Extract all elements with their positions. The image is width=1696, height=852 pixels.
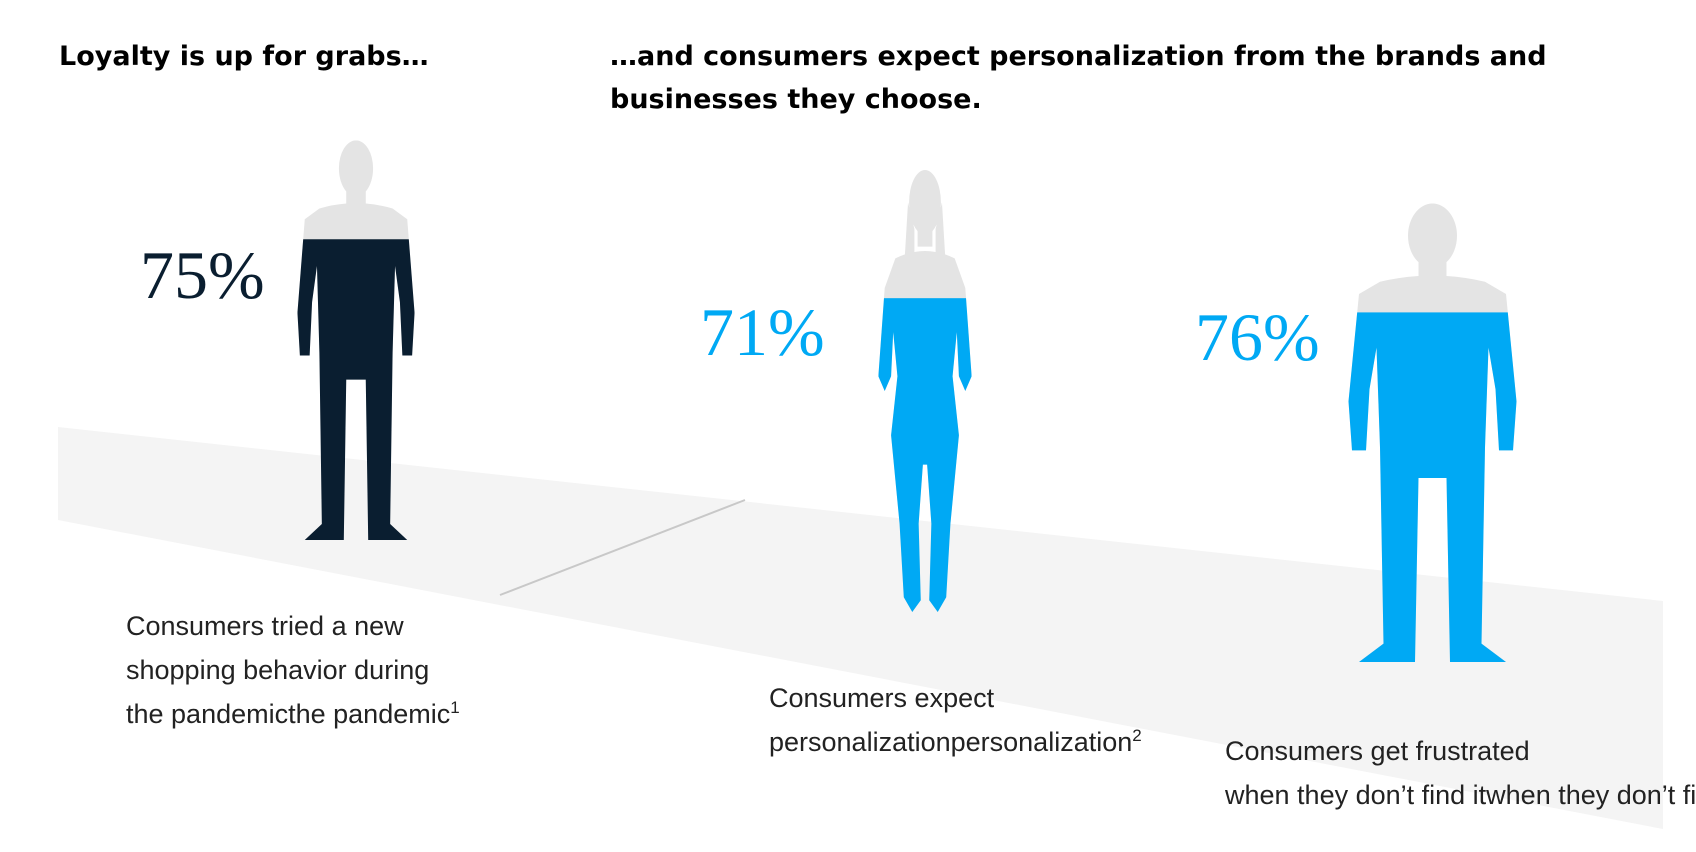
stat-value: 75% <box>140 237 265 313</box>
caption: shopping behavior during <box>126 655 429 685</box>
heading: Loyalty is up for grabs… <box>59 41 429 72</box>
caption-text: personalization <box>951 727 1133 757</box>
footnote: 2 <box>1132 726 1141 745</box>
divider-line <box>499 499 746 596</box>
caption: personalizationpersonalization2 <box>769 726 1142 757</box>
floor-band <box>58 427 1663 829</box>
caption: when they don’t find itwhen they don’t f… <box>1224 779 1696 810</box>
stat-value: 71% <box>700 294 825 370</box>
caption: Consumers expect <box>769 683 995 713</box>
footnote: 1 <box>450 698 459 717</box>
stat-value: 76% <box>1195 299 1320 375</box>
caption: the pandemicthe pandemic1 <box>126 698 460 729</box>
caption-text: the pandemic <box>288 699 450 729</box>
caption: Consumers get frustrated <box>1225 736 1530 766</box>
caption: Consumers tried a new <box>126 611 404 641</box>
caption-text: when they don’t find it <box>1485 780 1696 810</box>
heading: …and consumers expect personalization fr… <box>610 41 1547 72</box>
heading: businesses they choose. <box>610 84 982 115</box>
